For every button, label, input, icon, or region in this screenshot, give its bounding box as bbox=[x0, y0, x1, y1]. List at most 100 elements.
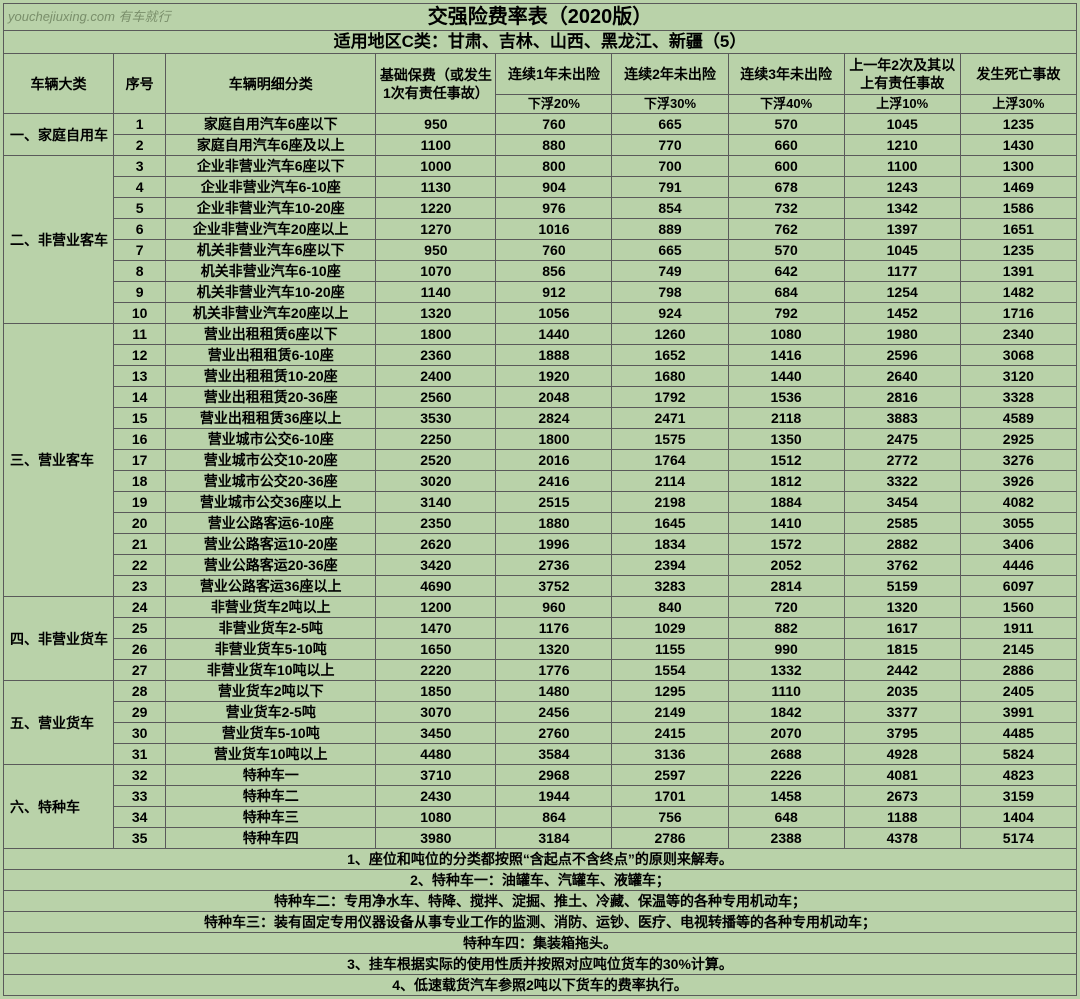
value-cell: 4589 bbox=[960, 408, 1076, 429]
value-cell: 1458 bbox=[728, 786, 844, 807]
desc-cell: 营业公路客运36座以上 bbox=[166, 576, 376, 597]
value-cell: 3276 bbox=[960, 450, 1076, 471]
value-cell: 4081 bbox=[844, 765, 960, 786]
value-cell: 1701 bbox=[612, 786, 728, 807]
desc-cell: 非营业货车2-5吨 bbox=[166, 618, 376, 639]
value-cell: 2416 bbox=[496, 471, 612, 492]
value-cell: 2456 bbox=[496, 702, 612, 723]
seq-cell: 1 bbox=[114, 114, 166, 135]
desc-cell: 营业公路客运20-36座 bbox=[166, 555, 376, 576]
desc-cell: 营业城市公交6-10座 bbox=[166, 429, 376, 450]
value-cell: 2620 bbox=[376, 534, 496, 555]
value-cell: 1295 bbox=[612, 681, 728, 702]
value-cell: 3980 bbox=[376, 828, 496, 849]
value-cell: 2052 bbox=[728, 555, 844, 576]
category-cell: 四、非营业货车 bbox=[4, 597, 114, 681]
desc-cell: 企业非营业汽车10-20座 bbox=[166, 198, 376, 219]
category-cell: 六、特种车 bbox=[4, 765, 114, 849]
value-cell: 2430 bbox=[376, 786, 496, 807]
value-cell: 3530 bbox=[376, 408, 496, 429]
value-cell: 4928 bbox=[844, 744, 960, 765]
value-cell: 4446 bbox=[960, 555, 1076, 576]
value-cell: 976 bbox=[496, 198, 612, 219]
value-cell: 1110 bbox=[728, 681, 844, 702]
value-cell: 1764 bbox=[612, 450, 728, 471]
desc-cell: 营业出租租赁6-10座 bbox=[166, 345, 376, 366]
value-cell: 1980 bbox=[844, 324, 960, 345]
seq-cell: 13 bbox=[114, 366, 166, 387]
seq-cell: 20 bbox=[114, 513, 166, 534]
value-cell: 2016 bbox=[496, 450, 612, 471]
category-cell: 二、非营业客车 bbox=[4, 156, 114, 324]
desc-cell: 营业出租租赁20-36座 bbox=[166, 387, 376, 408]
value-cell: 3926 bbox=[960, 471, 1076, 492]
desc-cell: 企业非营业汽车6-10座 bbox=[166, 177, 376, 198]
note-line: 4、低速载货汽车参照2吨以下货车的费率执行。 bbox=[4, 975, 1077, 996]
seq-cell: 21 bbox=[114, 534, 166, 555]
value-cell: 2035 bbox=[844, 681, 960, 702]
value-cell: 2350 bbox=[376, 513, 496, 534]
value-cell: 1800 bbox=[496, 429, 612, 450]
desc-cell: 营业公路客运6-10座 bbox=[166, 513, 376, 534]
seq-cell: 24 bbox=[114, 597, 166, 618]
value-cell: 2400 bbox=[376, 366, 496, 387]
value-cell: 6097 bbox=[960, 576, 1076, 597]
value-cell: 3584 bbox=[496, 744, 612, 765]
desc-cell: 机关非营业汽车20座以上 bbox=[166, 303, 376, 324]
value-cell: 854 bbox=[612, 198, 728, 219]
value-cell: 3020 bbox=[376, 471, 496, 492]
value-cell: 2360 bbox=[376, 345, 496, 366]
desc-cell: 营业货车10吨以上 bbox=[166, 744, 376, 765]
value-cell: 1536 bbox=[728, 387, 844, 408]
value-cell: 2760 bbox=[496, 723, 612, 744]
desc-cell: 营业公路客运10-20座 bbox=[166, 534, 376, 555]
value-cell: 756 bbox=[612, 807, 728, 828]
value-cell: 1188 bbox=[844, 807, 960, 828]
value-cell: 2220 bbox=[376, 660, 496, 681]
value-cell: 2925 bbox=[960, 429, 1076, 450]
desc-cell: 营业城市公交10-20座 bbox=[166, 450, 376, 471]
seq-cell: 30 bbox=[114, 723, 166, 744]
value-cell: 1469 bbox=[960, 177, 1076, 198]
table-subtitle: 适用地区C类：甘肃、吉林、山西、黑龙江、新疆（5） bbox=[4, 31, 1077, 54]
value-cell: 3752 bbox=[496, 576, 612, 597]
desc-cell: 营业货车2吨以下 bbox=[166, 681, 376, 702]
seq-cell: 14 bbox=[114, 387, 166, 408]
value-cell: 1200 bbox=[376, 597, 496, 618]
desc-cell: 特种车二 bbox=[166, 786, 376, 807]
seq-cell: 9 bbox=[114, 282, 166, 303]
value-cell: 570 bbox=[728, 240, 844, 261]
value-cell: 4082 bbox=[960, 492, 1076, 513]
value-cell: 1000 bbox=[376, 156, 496, 177]
seq-cell: 6 bbox=[114, 219, 166, 240]
value-cell: 1176 bbox=[496, 618, 612, 639]
value-cell: 4823 bbox=[960, 765, 1076, 786]
value-cell: 3328 bbox=[960, 387, 1076, 408]
value-cell: 1842 bbox=[728, 702, 844, 723]
note-line: 2、特种车一：油罐车、汽罐车、液罐车； bbox=[4, 870, 1077, 891]
value-cell: 1470 bbox=[376, 618, 496, 639]
sub-y1: 下浮20% bbox=[496, 95, 612, 114]
desc-cell: 营业城市公交20-36座 bbox=[166, 471, 376, 492]
value-cell: 1680 bbox=[612, 366, 728, 387]
value-cell: 3795 bbox=[844, 723, 960, 744]
value-cell: 2442 bbox=[844, 660, 960, 681]
value-cell: 1016 bbox=[496, 219, 612, 240]
value-cell: 700 bbox=[612, 156, 728, 177]
value-cell: 4690 bbox=[376, 576, 496, 597]
seq-cell: 33 bbox=[114, 786, 166, 807]
desc-cell: 营业出租租赁6座以下 bbox=[166, 324, 376, 345]
value-cell: 665 bbox=[612, 114, 728, 135]
value-cell: 4378 bbox=[844, 828, 960, 849]
value-cell: 1391 bbox=[960, 261, 1076, 282]
value-cell: 3420 bbox=[376, 555, 496, 576]
value-cell: 960 bbox=[496, 597, 612, 618]
value-cell: 1130 bbox=[376, 177, 496, 198]
value-cell: 570 bbox=[728, 114, 844, 135]
value-cell: 912 bbox=[496, 282, 612, 303]
seq-cell: 2 bbox=[114, 135, 166, 156]
value-cell: 2772 bbox=[844, 450, 960, 471]
value-cell: 2673 bbox=[844, 786, 960, 807]
value-cell: 2340 bbox=[960, 324, 1076, 345]
col-y2: 连续2年未出险 bbox=[612, 54, 728, 95]
